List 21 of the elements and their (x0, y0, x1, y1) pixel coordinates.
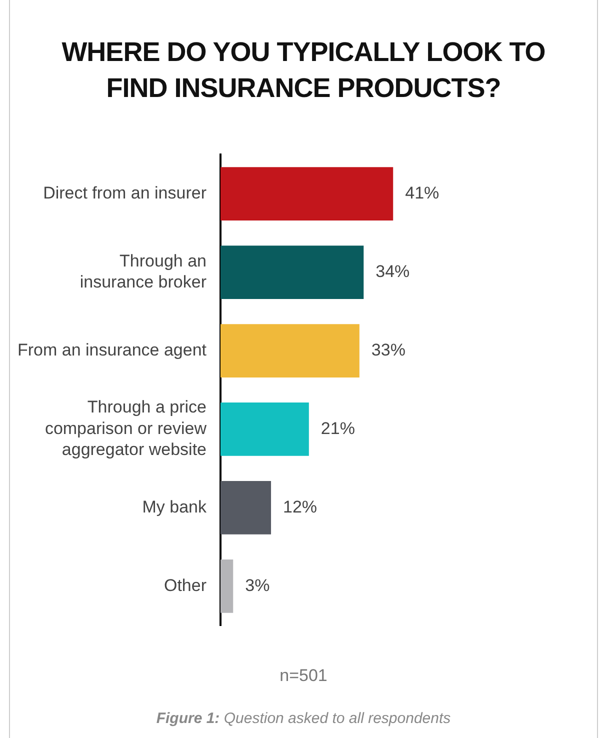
text: n=501 (278, 666, 328, 686)
bar (220, 167, 394, 221)
bar (220, 481, 272, 534)
data-label: 41% (405, 184, 440, 203)
y-tick-label: Through a price comparison or review aggregator website (44, 398, 208, 460)
y-tick-label: Direct from an insurer (43, 184, 207, 203)
y-tick-label: My bank (142, 497, 207, 516)
data-label: 33% (371, 340, 406, 360)
y-tick-label: Other (164, 576, 207, 595)
bar (220, 559, 234, 613)
bar (220, 324, 360, 378)
data-label: 3% (245, 576, 270, 595)
data-label: 21% (320, 418, 355, 438)
bar (220, 246, 364, 299)
chart-title: WHERE DO YOU TYPICALLY LOOK TO FIND INSURANCE PRODUCTS? (60, 36, 546, 105)
data-label: 34% (376, 262, 410, 281)
caption: Figure 1: Question asked to all respondents (155, 710, 452, 727)
bar (220, 402, 309, 456)
data-label: 12% (283, 497, 318, 516)
y-tick-label: Through an insurance broker (80, 251, 207, 292)
y-tick-label: From an insurance agent (18, 340, 207, 360)
